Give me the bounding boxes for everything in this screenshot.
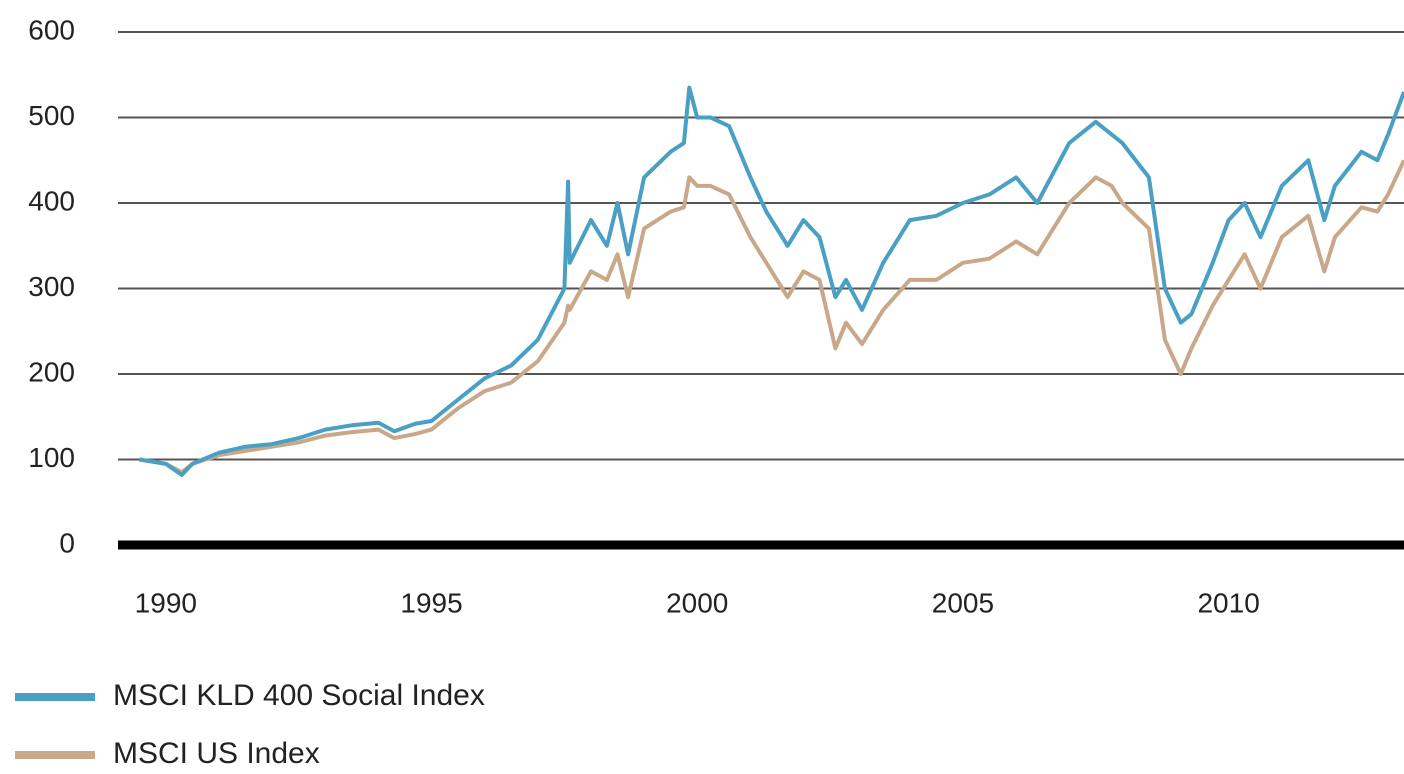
- x-tick-label: 1995: [400, 587, 462, 618]
- y-tick-label: 0: [59, 527, 75, 558]
- legend-label: MSCI KLD 400 Social Index: [113, 679, 485, 712]
- x-tick-label: 1990: [135, 587, 197, 618]
- y-tick-label: 500: [28, 100, 75, 131]
- y-tick-label: 600: [28, 14, 75, 45]
- series-line: [138, 85, 1404, 477]
- y-tick-label: 400: [28, 185, 75, 216]
- y-tick-label: 200: [28, 356, 75, 387]
- x-tick-label: 2010: [1197, 587, 1259, 618]
- series-line: [138, 159, 1404, 475]
- legend-label: MSCI US Index: [113, 737, 320, 770]
- y-tick-label: 300: [28, 271, 75, 302]
- y-tick-label: 100: [28, 442, 75, 473]
- x-tick-label: 2000: [666, 587, 728, 618]
- x-tick-label: 2005: [932, 587, 994, 618]
